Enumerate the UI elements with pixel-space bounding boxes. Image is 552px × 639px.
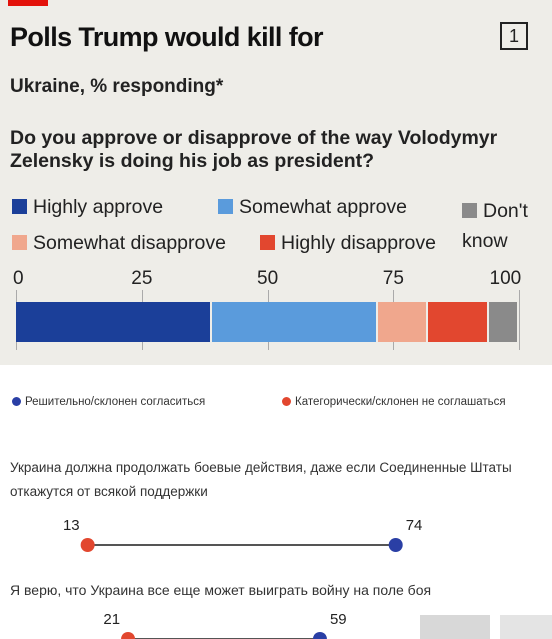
x-tick-label: 0: [13, 268, 24, 289]
x-tick-label: 75: [382, 268, 404, 289]
dot-value-label: 13: [63, 517, 80, 534]
legend-somewhat-disapprove: Somewhat disapprove: [12, 232, 226, 255]
bar-segment-highly-disapprove: [428, 302, 487, 342]
blurred-area: [420, 615, 490, 639]
brand-tag: [8, 0, 48, 6]
dot-disagree: [80, 538, 95, 552]
bar-segment-somewhat-approve: [212, 302, 377, 342]
dot-question-2: Я верю, что Украина все еще может выигра…: [10, 582, 432, 598]
x-tick-label: 50: [257, 268, 279, 289]
legend-label: Highly approve: [33, 196, 164, 218]
gridline: [519, 290, 520, 350]
stacked-bar: [16, 302, 519, 342]
x-tick-label: 25: [131, 268, 153, 289]
legend-swatch: [462, 203, 477, 218]
dot-question-1: Украина должна продолжать боевые действи…: [10, 460, 512, 499]
legend-dot: [282, 397, 291, 406]
blurred-area: [500, 615, 552, 639]
dot-value-label: 21: [103, 611, 120, 628]
legend-label: Решительно/склонен согласиться: [25, 396, 206, 408]
bar-segment-highly-approve: [16, 302, 211, 342]
x-tick-label: 100: [489, 268, 522, 289]
bar-segment-don-t-know: [488, 302, 517, 342]
chart-title: Polls Trump would kill for: [10, 22, 324, 52]
legend-swatch: [218, 199, 233, 214]
dot-disagree: [121, 632, 136, 639]
survey-question: Do you approve or disapprove of the way …: [10, 127, 498, 172]
ru-legend-agree: Решительно/склонен согласиться: [12, 396, 205, 408]
legend-label: Somewhat disapprove: [33, 232, 226, 254]
legend-label: Somewhat approve: [239, 196, 408, 218]
dot-agree: [312, 632, 327, 639]
legend-dot: [12, 397, 21, 406]
dot-agree: [388, 538, 403, 552]
legend-highly-approve: Highly approve: [12, 196, 163, 219]
ru-legend-disagree: Категорически/склонен не соглашаться: [282, 396, 506, 408]
legend-swatch: [12, 235, 27, 250]
dot-value-label: 59: [330, 611, 347, 628]
legend-somewhat-approve: Somewhat approve: [218, 196, 407, 219]
bar-segment-somewhat-disapprove: [378, 302, 427, 342]
chart-number-badge: 1: [500, 22, 528, 50]
chart-subtitle: Ukraine, % responding*: [10, 76, 224, 97]
legend-label: Категорически/склонен не соглашаться: [295, 396, 506, 408]
dot-value-label: 74: [406, 517, 423, 534]
legend-dont-know: Don't know: [462, 196, 542, 256]
legend-highly-disapprove: Highly disapprove: [260, 232, 436, 255]
legend-swatch: [260, 235, 275, 250]
legend-swatch: [12, 199, 27, 214]
legend-label: Highly disapprove: [281, 232, 437, 254]
legend-label: Don't know: [462, 200, 528, 252]
